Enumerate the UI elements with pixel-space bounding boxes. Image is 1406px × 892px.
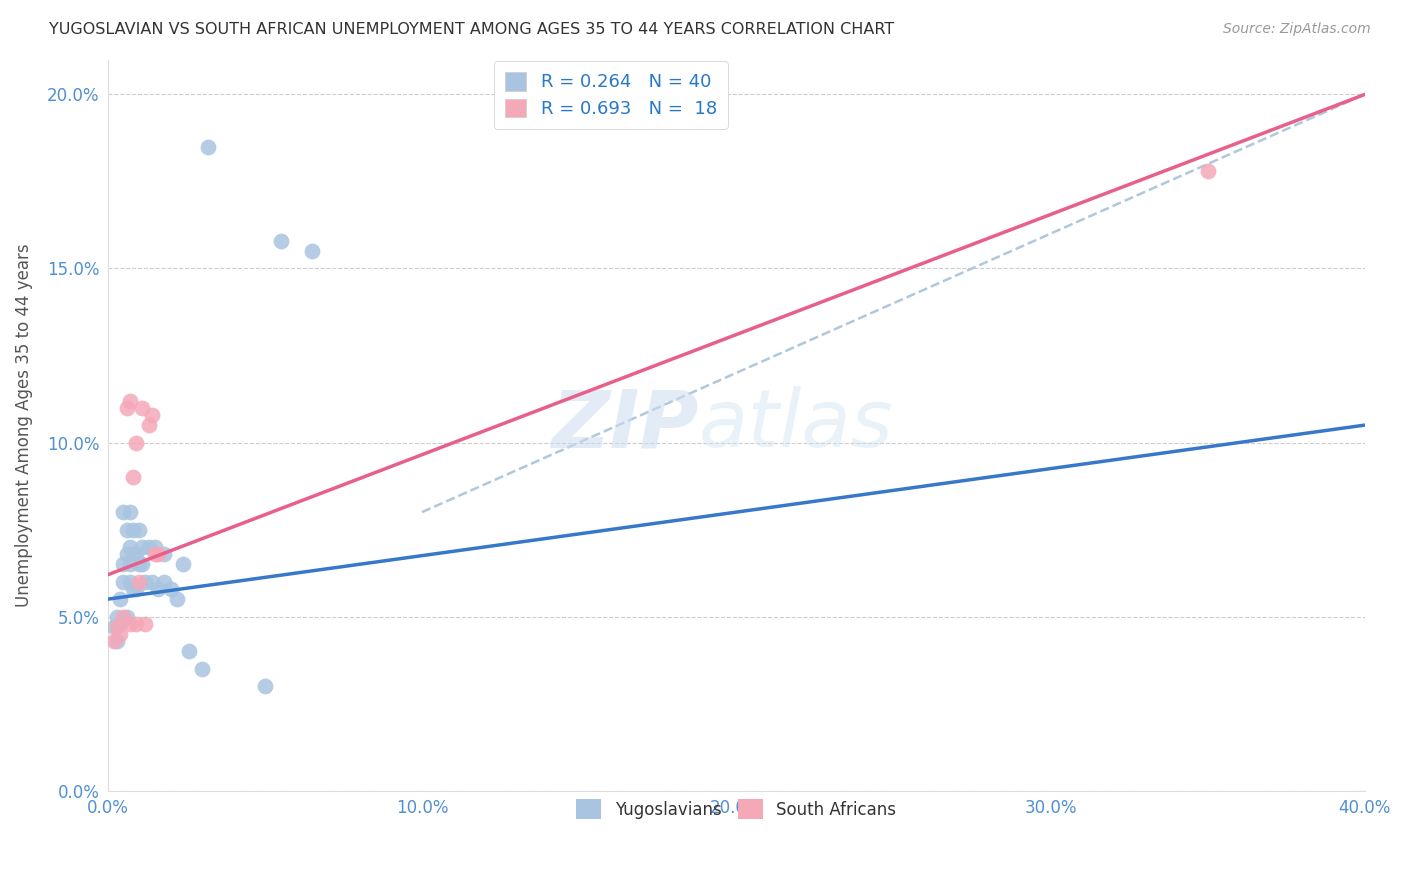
Point — [105, 609, 128, 624]
Point — [141, 574, 163, 589]
Point — [153, 574, 176, 589]
Point — [131, 540, 153, 554]
Point — [143, 547, 166, 561]
Text: Source: ZipAtlas.com: Source: ZipAtlas.com — [1223, 22, 1371, 37]
Point — [103, 620, 125, 634]
Point — [118, 574, 141, 589]
Point — [153, 547, 176, 561]
Point — [118, 616, 141, 631]
Point — [197, 139, 219, 153]
Point — [110, 627, 132, 641]
Point — [172, 558, 194, 572]
Point — [118, 393, 141, 408]
Point — [191, 662, 214, 676]
Point — [125, 547, 148, 561]
Point — [301, 244, 323, 258]
Point — [253, 679, 276, 693]
Point — [146, 582, 169, 596]
Point — [1197, 164, 1219, 178]
Point — [121, 547, 143, 561]
Point — [134, 574, 156, 589]
Point — [112, 609, 135, 624]
Point — [131, 558, 153, 572]
Point — [141, 408, 163, 422]
Point — [115, 523, 138, 537]
Point — [115, 401, 138, 415]
Point — [112, 505, 135, 519]
Point — [128, 574, 150, 589]
Point — [128, 523, 150, 537]
Point — [115, 609, 138, 624]
Point — [121, 470, 143, 484]
Point — [138, 418, 160, 433]
Point — [115, 547, 138, 561]
Point — [121, 582, 143, 596]
Y-axis label: Unemployment Among Ages 35 to 44 years: Unemployment Among Ages 35 to 44 years — [15, 244, 32, 607]
Point — [125, 435, 148, 450]
Point — [103, 634, 125, 648]
Point — [131, 401, 153, 415]
Point — [134, 616, 156, 631]
Point — [125, 616, 148, 631]
Text: atlas: atlas — [699, 386, 893, 464]
Text: YUGOSLAVIAN VS SOUTH AFRICAN UNEMPLOYMENT AMONG AGES 35 TO 44 YEARS CORRELATION : YUGOSLAVIAN VS SOUTH AFRICAN UNEMPLOYMEN… — [49, 22, 894, 37]
Text: ZIP: ZIP — [551, 386, 699, 464]
Point — [125, 582, 148, 596]
Point — [110, 616, 132, 631]
Point — [143, 540, 166, 554]
Point — [105, 620, 128, 634]
Point — [179, 644, 201, 658]
Point — [110, 592, 132, 607]
Point — [128, 558, 150, 572]
Point — [118, 558, 141, 572]
Point — [112, 558, 135, 572]
Point — [138, 540, 160, 554]
Point — [112, 574, 135, 589]
Point — [118, 505, 141, 519]
Point — [121, 523, 143, 537]
Point — [146, 547, 169, 561]
Point — [166, 592, 188, 607]
Point — [159, 582, 181, 596]
Legend: Yugoslavians, South Africans: Yugoslavians, South Africans — [569, 792, 903, 826]
Point — [270, 234, 292, 248]
Point — [105, 634, 128, 648]
Point — [118, 540, 141, 554]
